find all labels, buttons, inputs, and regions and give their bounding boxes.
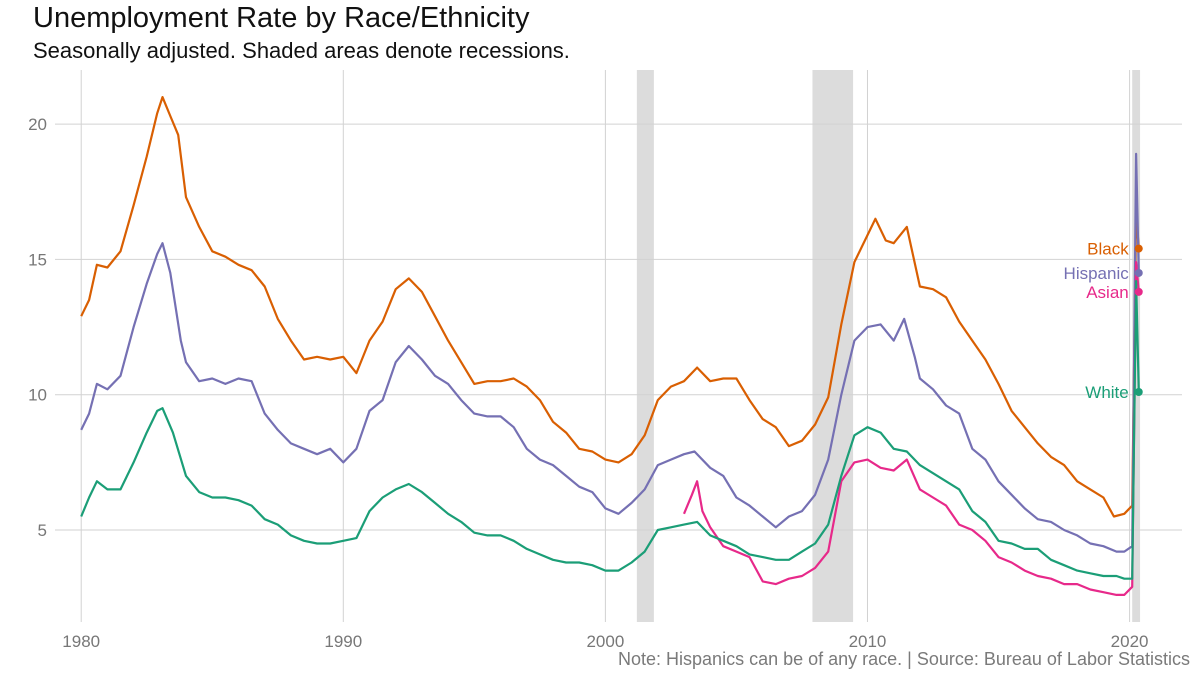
series-label-asian: Asian bbox=[1086, 283, 1129, 302]
series-endpoint-hispanic bbox=[1134, 268, 1143, 277]
series-endpoint-asian bbox=[1134, 287, 1143, 296]
y-tick-labels: 5 10 15 20 bbox=[28, 115, 47, 540]
x-tick-label-2020: 2020 bbox=[1111, 632, 1149, 651]
series-line-asian bbox=[682, 261, 1140, 596]
y-tick-label-15: 15 bbox=[28, 250, 47, 269]
series-line-white bbox=[80, 280, 1140, 580]
y-tick-label-10: 10 bbox=[28, 386, 47, 405]
series-label-black: Black bbox=[1087, 240, 1129, 259]
y-tick-label-20: 20 bbox=[28, 115, 47, 134]
series-endpoint-white bbox=[1134, 388, 1143, 396]
x-tick-label-2010: 2010 bbox=[849, 632, 887, 651]
series-endpoint-black bbox=[1134, 244, 1143, 253]
series-lines bbox=[80, 96, 1140, 596]
chart-caption: Note: Hispanics can be of any race. | So… bbox=[618, 649, 1190, 669]
series-endpoints bbox=[1134, 244, 1143, 396]
x-tick-label-1990: 1990 bbox=[324, 632, 362, 651]
series-label-hispanic: Hispanic bbox=[1064, 264, 1130, 283]
x-tick-label-1980: 1980 bbox=[62, 632, 100, 651]
chart-title: Unemployment Rate by Race/Ethnicity bbox=[33, 2, 530, 34]
y-tick-label-5: 5 bbox=[38, 521, 47, 540]
series-line-black bbox=[80, 96, 1140, 518]
recession-band-0 bbox=[636, 70, 654, 622]
series-line-hispanic bbox=[80, 152, 1140, 553]
grid-lines bbox=[55, 70, 1182, 622]
series-label-white: White bbox=[1085, 383, 1128, 402]
recession-bands bbox=[636, 70, 1141, 622]
x-tick-label-2000: 2000 bbox=[586, 632, 624, 651]
chart-subtitle: Seasonally adjusted. Shaded areas denote… bbox=[33, 38, 570, 63]
x-tick-labels: 1980 1990 2000 2010 2020 bbox=[62, 632, 1148, 651]
